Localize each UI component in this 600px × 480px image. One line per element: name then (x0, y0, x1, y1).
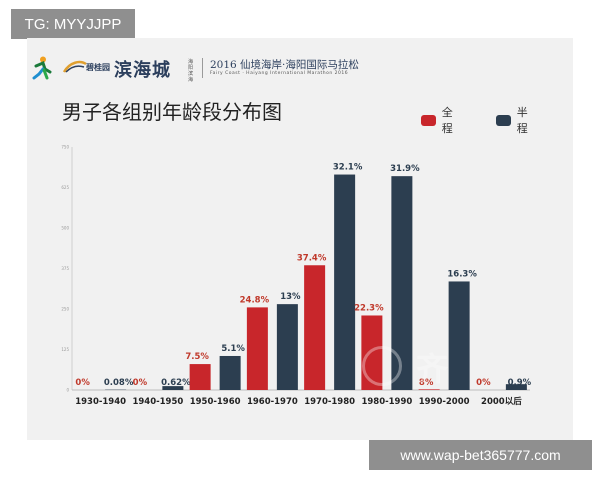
legend-label-half: 半程 (516, 106, 528, 135)
logo-divider (202, 58, 203, 78)
brand-name: 碧桂园 (86, 63, 110, 72)
legend-swatch-half (496, 114, 511, 126)
legend-item-half: 半程 (496, 104, 533, 136)
bar-half (162, 386, 184, 390)
bar-half (505, 384, 527, 390)
data-label-half: 0.08% (104, 378, 134, 388)
legend-item-full: 全程 (421, 104, 458, 136)
data-label-half: 32.1% (333, 163, 363, 173)
bar-half (219, 355, 241, 390)
y-tick-label: 500 (61, 226, 69, 231)
data-label-full: 0% (476, 378, 491, 388)
data-label-half: 0.9% (508, 378, 532, 388)
x-tick-label: 1970-1980 (304, 397, 355, 407)
bar-full (418, 389, 440, 390)
y-tick-label: 0 (66, 388, 69, 393)
x-tick-label: 1960-1970 (247, 397, 298, 407)
bar-half (448, 281, 470, 390)
event-title: 2016 仙境海岸·海阳国际马拉松 (210, 59, 359, 71)
poster-background (27, 38, 573, 440)
x-tick-label: 1940-1950 (132, 397, 183, 407)
legend-label-full: 全程 (441, 106, 453, 135)
bar-full (189, 364, 211, 390)
sponsor-logo-row: 碧桂园 滨海城 海阳滨海 2016 仙境海岸·海阳国际马拉松 Fairy Coa… (28, 56, 568, 84)
y-tick-label: 375 (61, 266, 69, 271)
data-label-full: 8% (419, 378, 434, 388)
data-label-half: 13% (280, 292, 301, 302)
event-subtitle: Fairy Coast · Haiyang International Mara… (210, 71, 349, 76)
tg-label-badge: TG: MYYJJPP (11, 9, 135, 39)
bar-half (334, 174, 356, 390)
y-tick-label: 750 (61, 145, 69, 150)
watermark-circle (362, 346, 402, 386)
data-label-half: 0.62% (161, 378, 191, 388)
url-badge: www.wap-bet365777.com (369, 440, 592, 470)
legend-swatch-full (421, 114, 436, 126)
bar-half (276, 304, 298, 390)
x-tick-label: 1990-2000 (419, 397, 470, 407)
data-label-full: 0% (133, 378, 148, 388)
data-label-full: 7.5% (185, 352, 209, 362)
chart-title: 男子各组别年龄段分布图 (62, 100, 282, 124)
bar-full (304, 265, 326, 390)
watermark-logo-icon: 齐 (362, 344, 542, 392)
y-tick-label: 250 (61, 307, 69, 312)
x-tick-label: 1980-1990 (361, 397, 412, 407)
data-label-full: 22.3% (354, 303, 384, 313)
y-tick-label: 625 (61, 185, 69, 190)
x-tick-label: 1930-1940 (75, 397, 126, 407)
data-label-half: 31.9% (390, 164, 420, 174)
data-label-half: 16.3% (447, 269, 477, 279)
brand-vertical-subtitle: 海阳滨海 (188, 59, 194, 83)
y-tick-label: 125 (61, 347, 69, 352)
x-tick-label: 1950-1960 (190, 397, 241, 407)
x-tick-label: 2000以后 (481, 396, 522, 407)
data-label-full: 37.4% (297, 253, 327, 263)
data-label-full: 24.8% (240, 295, 270, 305)
runner-logo-icon (32, 56, 52, 80)
data-label-full: 0% (75, 378, 90, 388)
watermark-text: 齐 (416, 350, 449, 388)
bar-full (246, 307, 268, 390)
swoosh-logo-icon (62, 60, 87, 73)
bar-half (391, 176, 413, 390)
data-label-half: 5.1% (221, 344, 245, 354)
brand-script-title: 滨海城 (114, 60, 171, 81)
